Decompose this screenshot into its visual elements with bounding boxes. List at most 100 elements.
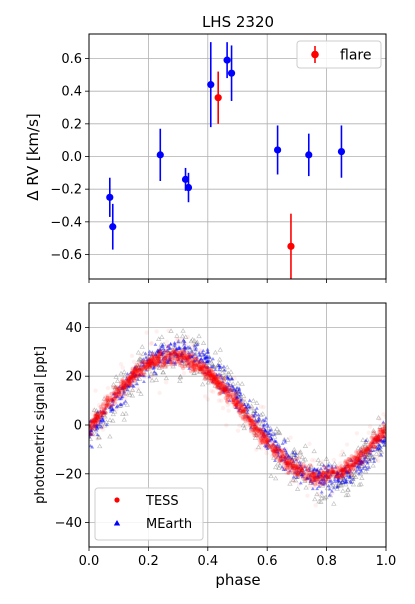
photometry-tess-point bbox=[105, 395, 110, 400]
photometry-grey-triangle bbox=[379, 441, 385, 447]
photometry-tess-point bbox=[218, 391, 223, 396]
photometry-tess-point bbox=[105, 397, 110, 402]
photometry-mearth-point bbox=[355, 465, 360, 469]
photometry-mearth-point bbox=[110, 397, 115, 401]
photometry-grey-triangle bbox=[126, 389, 132, 395]
photometry-grey-triangle bbox=[305, 473, 312, 479]
photometry-tess-point bbox=[270, 447, 275, 452]
photometry-grey-triangle bbox=[362, 468, 369, 474]
photometry-tess-point bbox=[92, 418, 97, 423]
photometry-tess-point bbox=[211, 380, 216, 385]
photometry-tess-point bbox=[324, 475, 329, 480]
photometry-mearth-point bbox=[331, 485, 336, 490]
photometry-mearth-point bbox=[319, 474, 324, 478]
photometry-tess-point bbox=[89, 426, 92, 431]
photometry-tess-point bbox=[126, 379, 131, 384]
photometry-mearth-point bbox=[205, 347, 210, 351]
photometry-mearth-point bbox=[184, 356, 188, 360]
legend-tess-label: TESS bbox=[145, 494, 179, 509]
photometry-tess-point bbox=[261, 433, 266, 438]
photometry-grey-triangle bbox=[310, 476, 316, 481]
photometry-mearth-point bbox=[89, 418, 93, 423]
photometry-tess-point bbox=[336, 474, 341, 479]
photometry-tess-halo bbox=[176, 354, 181, 360]
photometry-tess-point bbox=[201, 370, 206, 375]
photometry-tess-point bbox=[283, 456, 288, 461]
photometry-grey-triangle bbox=[152, 371, 158, 376]
photometry-tess-point bbox=[200, 368, 205, 373]
photometry-tess-point bbox=[148, 361, 153, 366]
photometry-tess-point bbox=[343, 458, 348, 463]
photometry-tess-point bbox=[95, 412, 100, 417]
photometry-mearth-point bbox=[141, 364, 146, 368]
photometry-tess-point bbox=[151, 362, 156, 367]
photometry-grey-triangle bbox=[362, 441, 369, 447]
photometry-tess-point bbox=[382, 425, 386, 430]
photometry-mearth-point bbox=[245, 414, 250, 419]
photometry-grey-triangle bbox=[242, 411, 249, 417]
photometry-tess-point bbox=[147, 357, 152, 362]
photometry-mearth-point bbox=[364, 459, 369, 464]
photometry-grey-triangle bbox=[337, 482, 343, 488]
photometry-mearth-point bbox=[125, 383, 130, 387]
photometry-grey-triangle bbox=[127, 391, 133, 397]
photometry-mearth-point bbox=[258, 427, 262, 431]
photometry-tess-point bbox=[213, 372, 218, 377]
photometry-tess-point bbox=[139, 367, 144, 372]
photometry-mearth-point bbox=[340, 478, 345, 483]
photometry-tess-point bbox=[368, 449, 373, 454]
photometry-tess-point bbox=[372, 445, 377, 450]
photometry-mearth-point bbox=[205, 350, 210, 355]
photometry-tess-point bbox=[353, 460, 358, 465]
photometry-grey-triangle bbox=[204, 360, 210, 365]
photometry-mearth-point bbox=[110, 399, 115, 404]
photometry-tess-point bbox=[286, 461, 291, 466]
photometry-mearth-point bbox=[275, 450, 280, 454]
photometry-tess-point bbox=[129, 371, 134, 376]
photometry-tess-point bbox=[271, 448, 276, 453]
photometry-tess-point bbox=[347, 468, 352, 473]
photometry-grey-triangle bbox=[205, 379, 211, 385]
photometry-tess-point bbox=[156, 360, 161, 365]
photometry-tess-point bbox=[172, 356, 177, 361]
photometry-tess-point bbox=[178, 352, 183, 357]
photometry-tess-point bbox=[219, 386, 224, 391]
photometry-tess-point bbox=[222, 384, 227, 389]
photometry-tess-halo bbox=[204, 366, 210, 371]
photometry-mearth-point bbox=[375, 438, 380, 442]
photometry-tess-point bbox=[232, 404, 237, 409]
photometry-tess-point bbox=[200, 365, 205, 370]
photometry-mearth-point bbox=[176, 339, 181, 344]
photometry-tess-point bbox=[138, 366, 143, 371]
photometry-tess-halo bbox=[371, 431, 377, 436]
photometry-tess-point bbox=[230, 392, 235, 397]
photometry-grey-triangle bbox=[362, 443, 368, 449]
photometry-mearth-point bbox=[164, 359, 169, 363]
photometry-mearth-point bbox=[303, 464, 307, 469]
photometry-tess-halo bbox=[361, 447, 366, 453]
photometry-mearth-point bbox=[362, 456, 367, 460]
photometry-mearth-point bbox=[187, 366, 192, 370]
photometry-tess-point bbox=[310, 475, 315, 480]
photometry-grey-triangle bbox=[290, 460, 296, 465]
photometry-mearth-point bbox=[199, 357, 204, 361]
photometry-mearth-point bbox=[175, 353, 180, 357]
photometry-tess-halo bbox=[223, 375, 228, 381]
photometry-mearth-point bbox=[359, 449, 364, 453]
photometry-mearth-point bbox=[358, 458, 363, 462]
photometry-tess-point bbox=[195, 368, 200, 373]
photometry-mearth-point bbox=[202, 356, 207, 360]
photometry-mearth-point bbox=[299, 469, 303, 473]
photometry-grey-triangle bbox=[270, 455, 277, 460]
photometry-grey-triangle bbox=[289, 456, 295, 462]
photometry-tess-point bbox=[177, 362, 182, 367]
photometry-grey-triangle bbox=[133, 364, 140, 370]
photometry-tess-halo bbox=[102, 416, 107, 421]
photometry-mearth-point bbox=[295, 469, 300, 473]
photometry-tess-point bbox=[120, 385, 125, 390]
photometry-tess-halo bbox=[131, 359, 137, 365]
photometry-tess-point bbox=[145, 363, 150, 368]
photometry-mearth-point bbox=[300, 472, 305, 477]
photometry-grey-triangle bbox=[183, 334, 189, 339]
photometry-tess-point bbox=[173, 348, 178, 353]
